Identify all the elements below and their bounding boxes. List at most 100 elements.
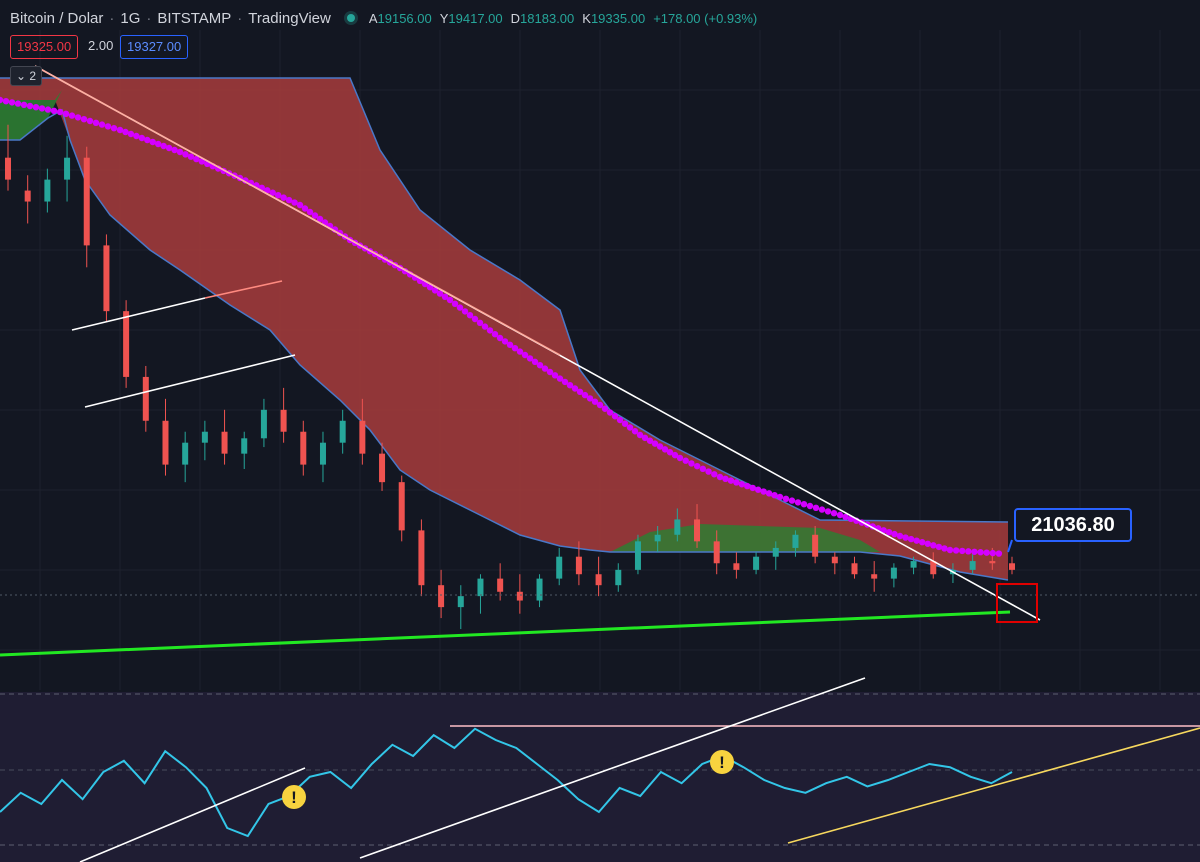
interval[interactable]: 1G: [120, 9, 141, 27]
ma-dot: [621, 420, 629, 427]
ma-dot: [198, 158, 206, 165]
candle-body: [5, 157, 11, 180]
highlight-box[interactable]: [996, 583, 1038, 623]
candle-body: [241, 438, 248, 454]
ma-dot: [441, 293, 449, 300]
ma-dot: [451, 300, 459, 307]
cloud-lower-edge: [0, 108, 1009, 581]
candle-body: [418, 530, 425, 586]
ma-dot: [556, 375, 564, 382]
candle: [556, 547, 563, 586]
ohlc-value: 19417.00: [448, 10, 503, 26]
warning-icon-circle: [282, 785, 306, 809]
ma-dot: [561, 378, 569, 386]
candle: [851, 556, 858, 579]
price-annotation-label[interactable]: 21036.80: [1014, 508, 1132, 542]
candle: [674, 508, 681, 542]
candle: [615, 563, 622, 592]
candle: [359, 398, 366, 465]
candle-body: [319, 442, 326, 465]
candle-body: [634, 541, 641, 570]
ma-dot: [688, 460, 695, 467]
ma-dot: [476, 319, 484, 326]
candle: [221, 409, 228, 465]
ma-dot: [516, 348, 524, 355]
ma-dot: [193, 155, 200, 163]
support-trendline[interactable]: [0, 610, 1011, 657]
ohlc-key: K: [582, 10, 591, 26]
candle: [398, 475, 405, 542]
ohlc-key: Y: [439, 10, 449, 26]
candle-body: [753, 556, 760, 570]
ma-dot: [788, 497, 796, 504]
ma-dot: [501, 338, 509, 345]
candle-body: [339, 420, 346, 443]
exchange: BITSTAMP: [157, 9, 232, 27]
warning-icon-glyph: !: [291, 788, 297, 807]
ma-dot: [456, 304, 464, 311]
ma-dot: [311, 212, 319, 219]
rsi-trendline-middle[interactable]: [359, 677, 866, 859]
candle-body: [713, 541, 720, 564]
ohlc-value: +178.00 (+0.93%): [653, 10, 758, 26]
chevron-down-icon: ⌄: [15, 69, 27, 83]
ma-dot: [733, 479, 740, 486]
channel-lower-line[interactable]: [84, 354, 296, 408]
candle-body: [142, 376, 149, 421]
spread-value: 2.00: [88, 38, 114, 53]
candle-body: [162, 420, 169, 465]
ma-dot: [971, 548, 978, 555]
ma-dot: [431, 287, 439, 294]
ma-dot: [989, 549, 996, 557]
candle-body: [556, 556, 563, 579]
ma-dot: [491, 331, 499, 338]
rsi-trendline-left[interactable]: [79, 767, 306, 862]
rsi-line: [0, 727, 1013, 838]
market-status-icon[interactable]: [346, 14, 355, 22]
ma-dot: [919, 539, 926, 546]
candle-body: [674, 519, 681, 535]
candle: [142, 365, 149, 432]
candle-body: [497, 578, 504, 592]
ma-dot: [705, 468, 712, 475]
ma-dot: [631, 428, 639, 435]
candle: [595, 556, 602, 597]
rsi-pane: ! !: [0, 677, 1200, 862]
ma-dot: [133, 132, 140, 140]
ma-dot: [506, 341, 514, 348]
candle-body: [595, 574, 602, 586]
ma-dot: [656, 443, 664, 450]
sell-price-button[interactable]: 19325.00: [10, 35, 79, 59]
descending-trendline-segment[interactable]: [34, 65, 561, 356]
ma-dot: [511, 345, 519, 352]
ma-dot: [461, 308, 469, 315]
candle-body: [851, 563, 858, 575]
warning-icon: !: [710, 750, 734, 774]
indicators-toggle-button[interactable]: ⌄ 2: [10, 66, 42, 86]
candle: [477, 574, 484, 614]
ma-dot: [611, 413, 619, 420]
candle: [812, 526, 819, 564]
ma-dot: [636, 431, 644, 439]
ma-dot: [546, 368, 554, 376]
ma-dot: [806, 502, 814, 510]
candle: [753, 552, 760, 575]
symbol-name[interactable]: Bitcoin / Dolar: [10, 9, 104, 27]
candle-body: [536, 578, 543, 601]
candle: [103, 234, 110, 323]
ma-dot: [995, 550, 1003, 557]
ma-dot: [264, 187, 271, 194]
rsi-trendline-right[interactable]: [787, 727, 1200, 844]
ma-dot: [551, 372, 559, 379]
candle-body: [910, 561, 917, 568]
ma-dot: [466, 312, 474, 319]
channel-upper-extension[interactable]: [204, 280, 283, 299]
ma-dot: [800, 501, 808, 508]
ma-dot: [935, 543, 943, 551]
channel-upper-line[interactable]: [71, 297, 206, 331]
candle-body: [969, 561, 976, 570]
ohlc-item: K19335.00: [582, 11, 645, 26]
ma-dot: [941, 545, 948, 552]
ma-dot: [842, 513, 849, 521]
buy-price-button[interactable]: 19327.00: [120, 35, 189, 59]
